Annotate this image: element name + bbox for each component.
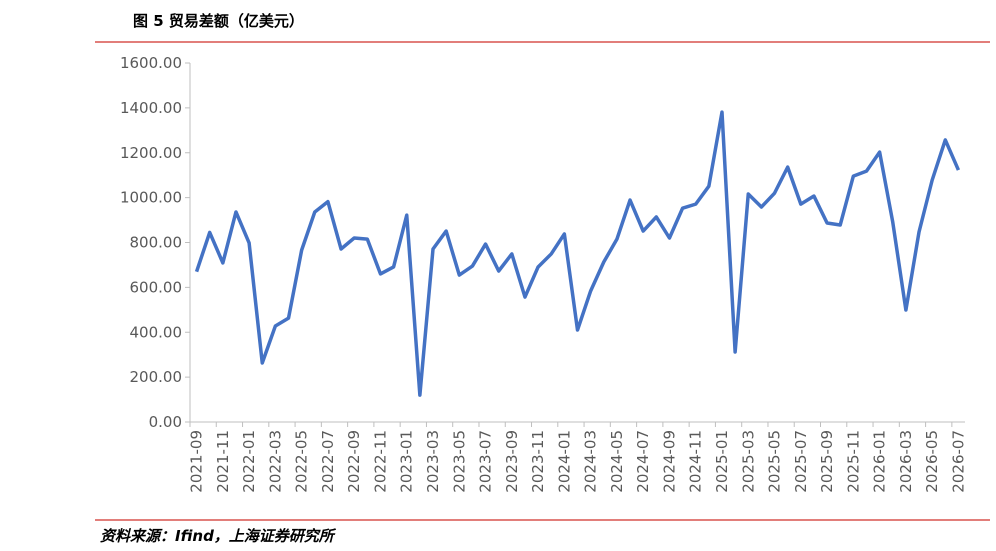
x-tick-label: 2024-03 xyxy=(582,430,600,493)
x-tick-label: 2023-11 xyxy=(529,430,547,493)
x-tick-label: 2026-03 xyxy=(897,430,915,493)
y-tick-label: 1200.00 xyxy=(120,144,182,162)
y-tick-label: 800.00 xyxy=(130,234,183,252)
x-tick-label: 2023-07 xyxy=(477,430,495,493)
y-tick-label: 0.00 xyxy=(149,413,182,431)
x-tick-label: 2022-09 xyxy=(345,430,363,493)
x-tick-label: 2022-03 xyxy=(266,430,284,493)
x-tick-label: 2023-05 xyxy=(450,430,468,493)
y-tick-label: 1600.00 xyxy=(120,54,182,72)
x-tick-label: 2023-03 xyxy=(424,430,442,493)
x-tick-label: 2022-11 xyxy=(371,430,389,493)
y-tick-label: 400.00 xyxy=(130,323,183,341)
x-tick-label: 2024-05 xyxy=(608,430,626,493)
x-tick-label: 2024-11 xyxy=(687,430,705,493)
y-tick-label: 1000.00 xyxy=(120,189,182,207)
x-tick-label: 2026-05 xyxy=(923,430,941,493)
data-line xyxy=(194,110,961,397)
x-tick-label: 2022-05 xyxy=(293,430,311,493)
x-tick-label: 2024-07 xyxy=(634,430,652,493)
x-tick-label: 2021-11 xyxy=(214,430,232,493)
x-tick-label: 2026-07 xyxy=(949,430,967,493)
y-tick-label: 600.00 xyxy=(130,278,183,296)
x-tick-label: 2024-09 xyxy=(660,430,678,493)
x-tick-label: 2025-01 xyxy=(713,430,731,493)
source-note: 资料来源：Ifind，上海证券研究所 xyxy=(100,527,337,545)
x-tick-label: 2022-01 xyxy=(240,430,258,493)
x-tick-label: 2021-09 xyxy=(188,430,206,493)
x-tick-label: 2023-01 xyxy=(398,430,416,493)
chart-title: 图 5 贸易差额（亿美元） xyxy=(133,12,304,30)
y-tick-label: 200.00 xyxy=(130,368,183,386)
x-tick-label: 2025-09 xyxy=(818,430,836,493)
x-tick-label: 2026-01 xyxy=(871,430,889,493)
x-tick-label: 2023-09 xyxy=(503,430,521,493)
x-tick-label: 2025-07 xyxy=(792,430,810,493)
x-tick-label: 2024-01 xyxy=(555,430,573,493)
x-tick-label: 2025-11 xyxy=(844,430,862,493)
x-tick-label: 2025-03 xyxy=(739,430,757,493)
x-tick-label: 2025-05 xyxy=(766,430,784,493)
x-tick-label: 2022-07 xyxy=(319,430,337,493)
y-tick-label: 1400.00 xyxy=(120,99,182,117)
